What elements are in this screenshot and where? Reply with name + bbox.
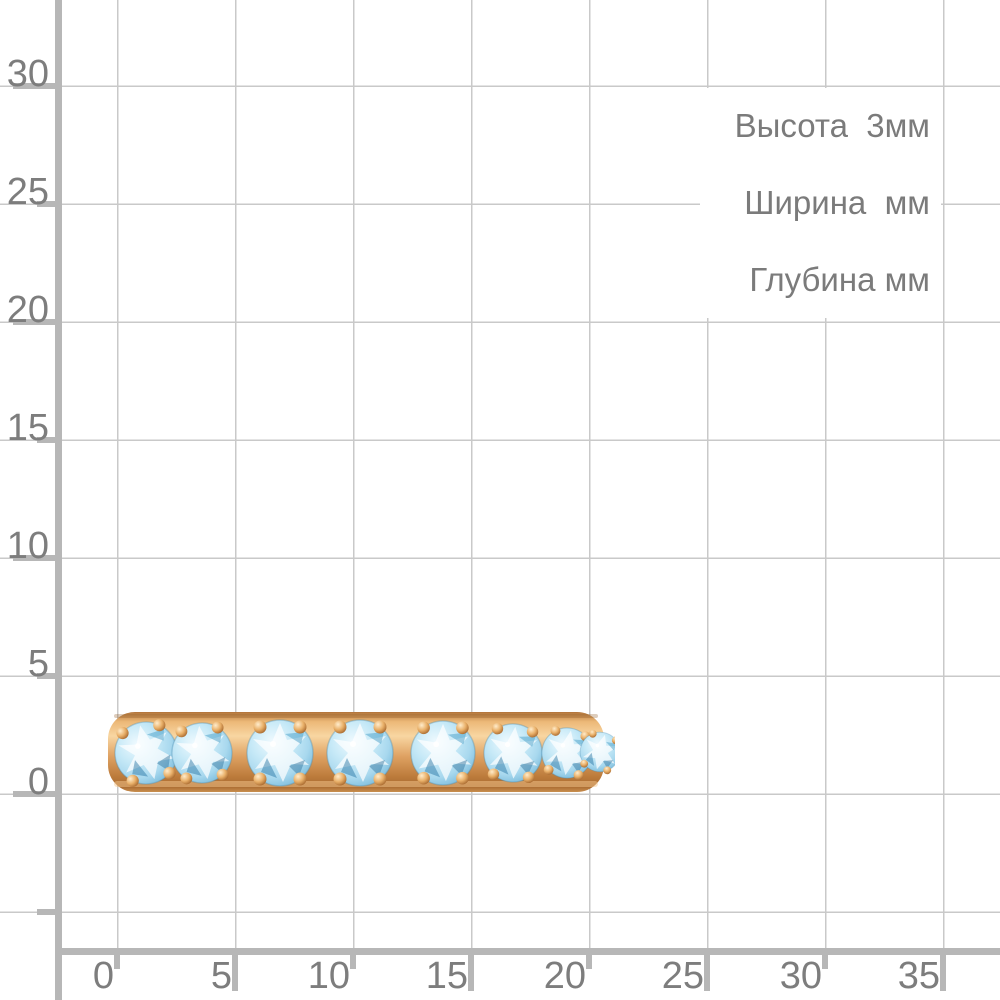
x-tick-20	[586, 955, 592, 969]
x-axis-label-30: 30	[779, 955, 822, 997]
dimensions-panel: Высота 3мм Ширина мм Глубина мм	[700, 88, 941, 318]
x-tick-0	[114, 955, 120, 969]
ruler-horizontal-axis	[55, 948, 1000, 955]
y-tick-20	[13, 319, 55, 325]
x-tick-30	[822, 955, 828, 969]
dimension-height: Высота 3мм	[734, 107, 930, 145]
x-tick-10	[350, 955, 356, 969]
x-tick-15	[468, 955, 474, 991]
y-axis-label-30: 30	[6, 53, 49, 95]
y-axis-label-10: 10	[6, 525, 49, 567]
x-axis-label-10: 10	[307, 955, 350, 997]
y-tick-15	[37, 437, 55, 443]
ring-svg	[108, 712, 625, 792]
y-tick-5	[37, 673, 55, 679]
x-axis-label-15: 15	[425, 955, 468, 997]
x-tick-35	[940, 955, 946, 991]
product-photo-ring	[100, 693, 625, 805]
y-axis-label-20: 20	[6, 289, 49, 331]
x-axis-label-5: 5	[210, 955, 232, 997]
x-tick-25	[704, 955, 710, 991]
y-axis-label-0: 0	[27, 761, 49, 803]
x-axis-label-25: 25	[661, 955, 704, 997]
dimension-depth: Глубина мм	[749, 260, 930, 298]
x-tick-5	[232, 955, 238, 991]
y-tick-30	[13, 83, 55, 89]
x-axis-label-20: 20	[543, 955, 586, 997]
y-tick-0	[13, 791, 55, 797]
y-axis-label-5: 5	[27, 643, 49, 685]
ruler-vertical-axis	[55, 0, 62, 1000]
dimension-width: Ширина мм	[744, 184, 930, 221]
y-axis-label-15: 15	[6, 407, 49, 449]
y-tick-10	[13, 555, 55, 561]
y-axis-label-25: 25	[6, 171, 49, 213]
x-axis-label-35: 35	[897, 955, 940, 997]
y-tick-25	[37, 201, 55, 207]
y-tick-minor	[37, 909, 55, 915]
x-axis-label-0: 0	[92, 955, 114, 997]
